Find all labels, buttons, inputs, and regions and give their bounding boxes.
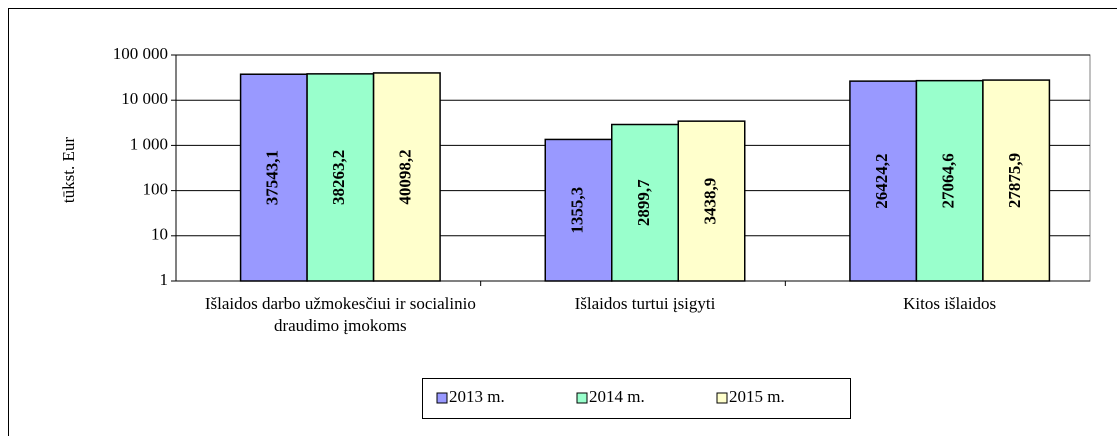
y-axis-label: tūkst. Eur [59, 137, 78, 203]
y-tick-label: 1 000 [130, 134, 168, 153]
x-tick-label: Kitos išlaidos [903, 294, 997, 313]
legend-swatch [576, 392, 588, 404]
x-tick-label: Išlaidos turtui įsigyti [574, 294, 716, 313]
value-label: 27875,9 [1005, 153, 1024, 208]
legend-label: 2014 m. [589, 387, 645, 406]
chart-frame [8, 8, 1117, 436]
legend-label: 2015 m. [729, 387, 785, 406]
bar [915, 79, 984, 282]
value-label: 26424,2 [872, 153, 891, 208]
value-label: 27064,6 [939, 153, 958, 208]
value-label: 37543,1 [263, 150, 282, 205]
y-tick-label: 10 000 [121, 89, 168, 108]
legend-swatch [436, 392, 448, 404]
value-label: 38263,2 [329, 150, 348, 205]
bar [239, 73, 308, 282]
y-tick-label: 100 [143, 180, 169, 199]
bar [611, 123, 679, 282]
legend-box [422, 378, 851, 419]
bar [372, 72, 441, 282]
y-tick-label: 1 [160, 270, 169, 289]
value-label: 40098,2 [396, 149, 415, 204]
value-label: 1355,3 [567, 187, 586, 234]
y-tick-label: 100 000 [113, 44, 168, 63]
value-label: 3438,9 [700, 178, 719, 225]
bar [306, 73, 375, 282]
bar [982, 79, 1051, 282]
bar [677, 120, 746, 282]
bar [849, 80, 918, 282]
y-tick-label: 10 [151, 225, 168, 244]
x-tick-label: Išlaidos darbo užmokesčiui ir socialinio… [204, 294, 476, 335]
legend-label: 2013 m. [449, 387, 505, 406]
value-label: 2899,7 [634, 179, 653, 226]
legend-swatch [716, 392, 728, 404]
